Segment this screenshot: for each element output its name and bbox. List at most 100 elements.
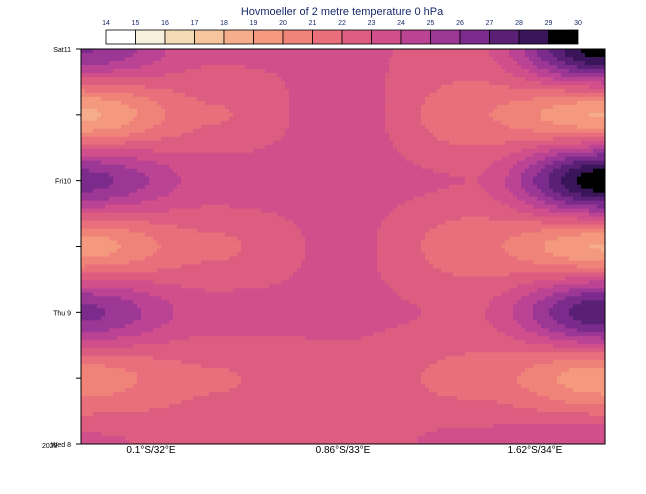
heatmap-cell	[549, 396, 605, 401]
heatmap-cell	[81, 88, 86, 94]
heatmap-cell	[181, 400, 498, 405]
colorbar-tick-label: 28	[515, 20, 523, 27]
heatmap-cell	[521, 232, 582, 238]
heatmap-cell	[521, 384, 566, 389]
x-tick-label: 0.1°S/32°E	[126, 445, 175, 456]
heatmap-cell	[501, 156, 526, 162]
heatmap-cell	[197, 228, 302, 234]
heatmap-cell	[121, 296, 162, 301]
heatmap-cell	[129, 228, 198, 234]
x-axis: 0.1°S/32°E 0.86°S/33°E 1.62°S/34°E	[126, 445, 562, 456]
heatmap-cell	[81, 192, 130, 198]
heatmap-cell	[537, 160, 554, 166]
heatmap-cell	[489, 49, 510, 54]
heatmap-cell	[201, 204, 230, 210]
heatmap-cell	[521, 372, 562, 377]
heatmap-cell	[421, 312, 486, 317]
heatmap-cell	[141, 332, 374, 337]
heatmap-cell	[557, 64, 578, 70]
heatmap-cell	[577, 64, 605, 70]
colorbar-bin	[371, 29, 402, 45]
heatmap-cell	[193, 128, 286, 134]
heatmap-cell	[449, 140, 506, 146]
y-corner-label: 2020	[42, 443, 58, 450]
heatmap-cell	[173, 312, 422, 317]
heatmap-cell	[265, 68, 390, 74]
heatmap-cell	[185, 92, 290, 98]
heatmap-cell	[381, 224, 438, 230]
heatmap-cell	[533, 260, 605, 266]
heatmap-cell	[549, 180, 562, 186]
heatmap-cell	[441, 84, 510, 90]
heatmap-cell	[81, 200, 142, 206]
heatmap-cell	[553, 188, 570, 194]
heatmap-cell	[81, 432, 102, 437]
heatmap-cell	[173, 88, 290, 94]
heatmap-cell	[489, 164, 514, 170]
heatmap-cell	[165, 49, 394, 54]
heatmap-cell	[537, 288, 570, 293]
heatmap-cell	[565, 276, 605, 282]
heatmap-cell	[109, 60, 154, 66]
heatmap-cell	[553, 76, 605, 82]
heatmap-cell	[589, 244, 605, 250]
heatmap-cell	[389, 60, 498, 66]
heatmap-cell	[533, 96, 605, 102]
heatmap-cell	[533, 176, 550, 182]
heatmap-cell	[421, 248, 506, 254]
heatmap-cell	[209, 392, 438, 397]
heatmap-cell	[141, 312, 174, 317]
heatmap-cell	[169, 192, 426, 198]
colorbar-bin	[430, 29, 461, 45]
heatmap-cell	[533, 152, 558, 158]
heatmap-cell	[109, 172, 146, 178]
heatmap-cell	[565, 49, 582, 54]
heatmap-cell	[497, 400, 566, 405]
heatmap-cell	[81, 108, 98, 114]
heatmap-cell	[377, 248, 422, 254]
heatmap-cell	[589, 208, 605, 214]
heatmap-cell	[461, 216, 490, 222]
heatmap-cell	[493, 196, 518, 202]
heatmap-cell	[509, 236, 558, 242]
heatmap-cell	[485, 168, 510, 174]
heatmap-cell	[601, 248, 605, 254]
heatmap-cell	[553, 360, 605, 365]
heatmap-cell	[101, 432, 426, 437]
heatmap-cell	[533, 280, 590, 285]
heatmap-cell	[241, 244, 306, 250]
heatmap-cell	[181, 264, 302, 270]
heatmap-cell	[161, 296, 402, 301]
heatmap-cell	[277, 72, 386, 78]
heatmap-cell	[569, 312, 605, 317]
heatmap-cell	[537, 392, 602, 397]
heatmap-cell	[565, 184, 582, 190]
heatmap-cell	[433, 132, 605, 138]
heatmap-cell	[161, 56, 390, 62]
heatmap-cell	[573, 316, 605, 321]
heatmap-cell	[493, 108, 542, 114]
heatmap-cell	[381, 220, 446, 226]
heatmap-cell	[517, 208, 550, 214]
heatmap-cell	[557, 56, 574, 62]
colorbar-bin	[341, 29, 372, 45]
heatmap-cell	[509, 52, 526, 58]
colorbar-bin	[459, 29, 490, 45]
heatmap-cell	[125, 140, 274, 146]
heatmap-cell	[517, 196, 538, 202]
heatmap-cell	[81, 80, 286, 86]
heatmap-cell	[541, 324, 566, 329]
heatmap-cell	[177, 172, 450, 178]
heatmap-cell	[425, 96, 534, 102]
heatmap-cell	[125, 388, 230, 393]
heatmap-cell	[493, 116, 542, 122]
heatmap-cell	[553, 196, 574, 202]
heatmap-cell	[529, 388, 574, 393]
heatmap-cell	[81, 300, 134, 305]
heatmap-cell	[537, 172, 550, 178]
heatmap-cell	[385, 112, 422, 118]
heatmap-cell	[445, 356, 605, 361]
heatmap-cell	[81, 248, 118, 254]
heatmap-cell	[229, 116, 290, 122]
heatmap-cell	[409, 320, 490, 325]
